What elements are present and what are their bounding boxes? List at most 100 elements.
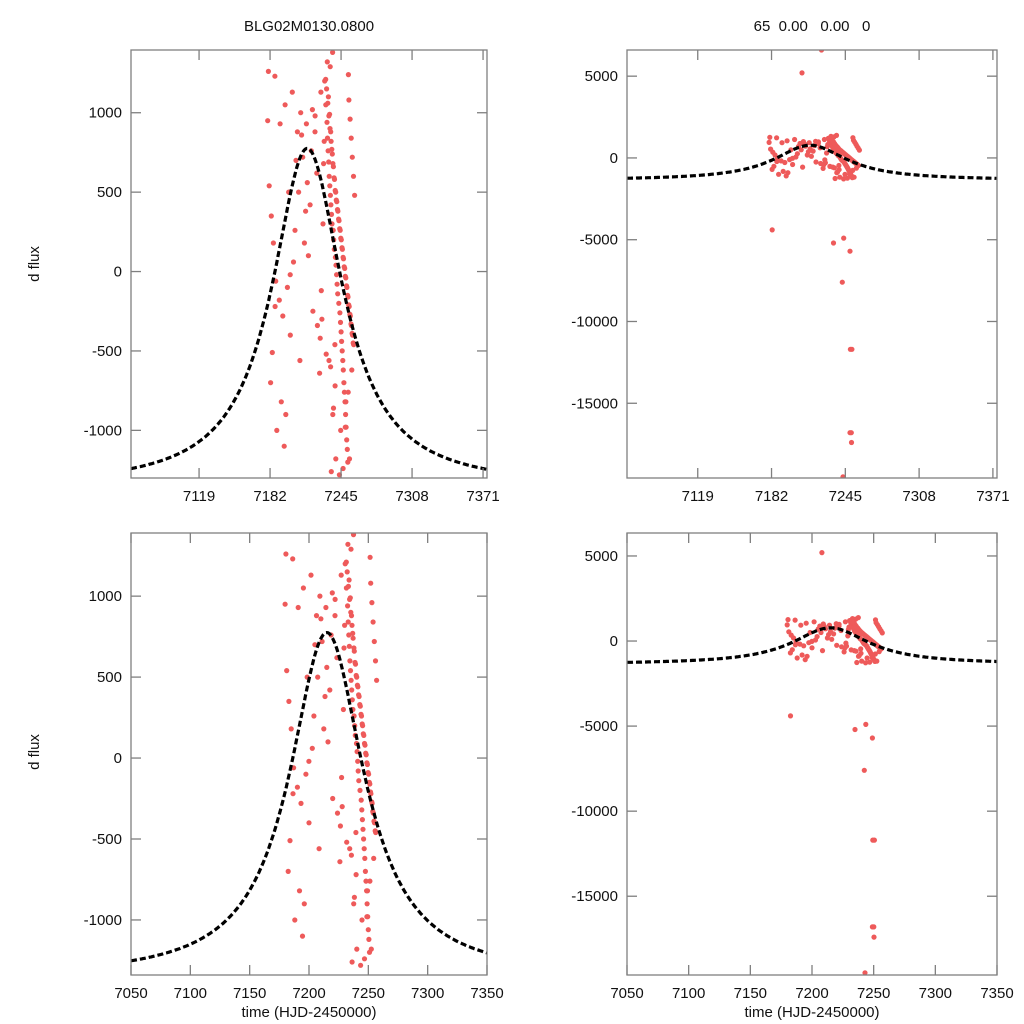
data-point xyxy=(330,50,336,55)
data-point xyxy=(321,138,327,144)
data-point xyxy=(349,687,355,693)
data-point xyxy=(321,726,327,732)
data-point xyxy=(345,583,351,590)
data-point xyxy=(847,346,854,352)
data-point xyxy=(353,829,359,836)
data-point xyxy=(347,595,353,601)
data-point xyxy=(328,364,334,370)
data-point xyxy=(290,556,296,562)
data-point xyxy=(371,638,377,645)
data-point xyxy=(329,146,335,152)
data-point xyxy=(286,698,292,705)
data-point xyxy=(850,167,856,173)
data-point xyxy=(840,474,846,478)
data-point xyxy=(792,617,798,623)
data-point xyxy=(351,894,357,900)
data-point xyxy=(348,677,354,683)
data-point xyxy=(863,660,869,666)
data-point xyxy=(298,800,304,807)
data-point xyxy=(799,652,805,658)
data-point xyxy=(358,962,364,968)
x-tick-label: 7371 xyxy=(466,488,499,505)
data-point xyxy=(361,846,367,852)
data-point xyxy=(332,342,338,348)
data-point xyxy=(350,635,356,641)
data-point xyxy=(329,590,335,596)
data-point xyxy=(282,102,288,108)
data-point xyxy=(845,633,851,639)
data-point xyxy=(876,649,882,655)
y-tick-label: 0 xyxy=(114,750,122,767)
data-point xyxy=(340,357,346,364)
data-point xyxy=(364,888,371,894)
data-point xyxy=(330,795,336,802)
data-point xyxy=(351,901,357,907)
y-tick-label: 500 xyxy=(97,669,122,686)
x-tick-label: 7308 xyxy=(902,488,935,505)
data-point xyxy=(794,151,801,157)
y-tick-label: 0 xyxy=(610,150,618,167)
data-point xyxy=(301,901,307,907)
data-point xyxy=(328,469,334,475)
data-point xyxy=(351,645,357,651)
chart-title-right: 65 0.00 0.00 0 xyxy=(754,18,871,35)
x-tick-label: 7100 xyxy=(174,985,207,1002)
data-point xyxy=(853,648,859,654)
x-tick-label: 7300 xyxy=(919,985,952,1002)
data-point xyxy=(340,465,346,472)
data-point xyxy=(349,154,355,160)
data-point xyxy=(292,227,298,233)
data-point xyxy=(772,152,778,158)
data-point xyxy=(339,804,345,810)
data-point xyxy=(322,78,328,84)
data-point xyxy=(871,934,877,940)
panel-top-left: 7119 7182 7245 7308 7371 -1000 -500 0 500 1000 xyxy=(84,49,500,505)
data-point xyxy=(324,135,331,141)
data-point xyxy=(784,138,790,144)
data-point xyxy=(774,135,780,141)
data-point xyxy=(361,740,368,747)
data-point xyxy=(347,658,353,664)
data-point xyxy=(359,817,365,823)
data-point xyxy=(342,273,348,279)
data-point xyxy=(269,349,275,356)
data-point xyxy=(290,791,296,797)
data-point xyxy=(342,424,348,430)
data-point xyxy=(299,132,305,138)
data-point xyxy=(347,311,353,317)
data-point xyxy=(287,838,293,844)
data-point xyxy=(290,259,297,265)
y-tick-label: -5000 xyxy=(580,718,618,735)
data-point xyxy=(346,632,352,638)
data-point xyxy=(350,533,357,538)
data-point xyxy=(327,687,333,693)
data-point xyxy=(299,933,306,939)
data-point xyxy=(836,167,842,173)
data-point xyxy=(790,161,796,168)
data-point xyxy=(316,846,322,852)
data-point xyxy=(313,613,320,619)
data-point xyxy=(815,139,822,145)
data-point xyxy=(830,240,837,246)
data-point xyxy=(345,72,351,78)
y-tick-label: 5000 xyxy=(585,68,618,85)
data-point xyxy=(341,264,347,270)
data-point xyxy=(819,550,825,556)
data-point xyxy=(326,173,332,179)
data-point xyxy=(330,161,336,167)
data-point xyxy=(285,868,291,875)
data-point xyxy=(328,211,335,217)
data-point xyxy=(311,713,317,719)
data-point xyxy=(295,604,301,611)
data-point xyxy=(767,134,773,140)
data-point xyxy=(274,427,280,433)
data-point xyxy=(335,291,341,297)
data-point xyxy=(364,914,370,920)
data-point xyxy=(824,144,830,150)
data-point xyxy=(323,604,329,611)
data-point xyxy=(361,836,367,842)
data-point xyxy=(293,157,299,163)
data-point xyxy=(330,411,336,418)
data-point xyxy=(327,111,333,117)
